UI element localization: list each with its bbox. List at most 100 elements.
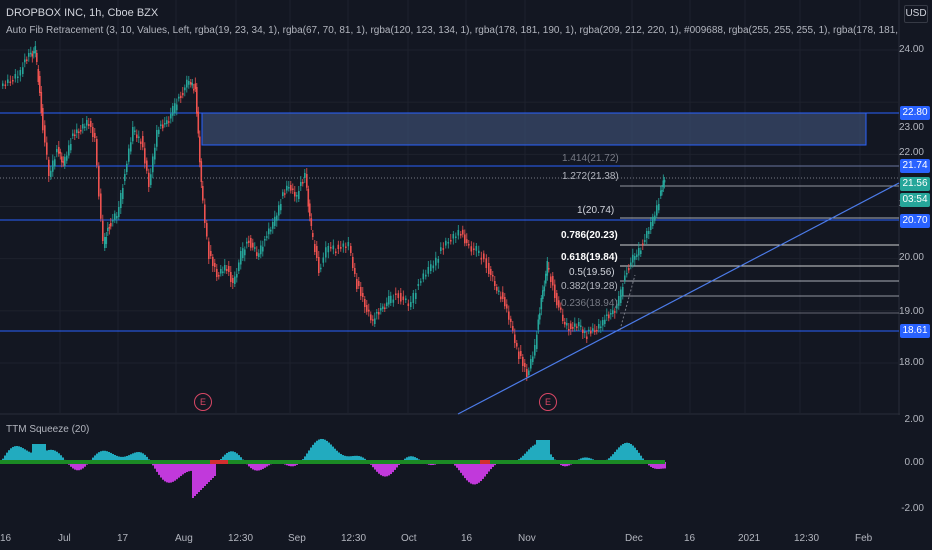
candle-body <box>320 267 322 270</box>
squeeze-histogram-bar <box>462 462 464 476</box>
fib-label: 1.272(21.38) <box>562 171 619 182</box>
candle-body <box>378 312 380 315</box>
squeeze-histogram-bar <box>326 440 328 462</box>
squeeze-histogram-bar <box>194 462 196 496</box>
squeeze-histogram-bar <box>612 454 614 462</box>
squeeze-histogram-bar <box>622 444 624 462</box>
earnings-marker[interactable]: E <box>194 393 212 411</box>
candle-body <box>26 59 28 61</box>
candle-body <box>384 307 386 309</box>
candle-body <box>114 213 116 220</box>
candle-body <box>586 336 588 339</box>
squeeze-histogram-bar <box>614 451 616 462</box>
squeeze-histogram-bar <box>314 442 316 462</box>
candle-body <box>36 53 38 62</box>
time-axis-label: 16 <box>0 533 12 544</box>
candle-body <box>126 163 128 172</box>
squeeze-histogram-bar <box>96 453 98 462</box>
time-axis-label: 12:30 <box>228 533 254 544</box>
candle-body <box>302 182 304 184</box>
squeeze-histogram-bar <box>636 450 638 462</box>
candle-body <box>442 248 445 250</box>
squeeze-histogram-bar <box>458 462 460 471</box>
candle-body <box>210 251 212 256</box>
candle-body <box>380 308 382 311</box>
candle-body <box>560 307 562 310</box>
candle-body <box>542 290 544 299</box>
ttm-squeeze-pane[interactable] <box>0 417 932 529</box>
candle-body <box>208 241 210 259</box>
candle-body <box>132 127 134 142</box>
candle-body <box>455 236 457 238</box>
squeeze-off-segment <box>210 460 228 464</box>
currency-button[interactable]: USD <box>904 5 928 23</box>
price-chart[interactable] <box>0 0 932 415</box>
candle-body <box>204 204 206 223</box>
candle-body <box>282 192 284 196</box>
fib-label: 0.382(19.28) <box>561 281 618 292</box>
symbol-title[interactable]: DROPBOX INC, 1h, Cboe BZX <box>6 7 159 19</box>
candle-body <box>322 257 325 263</box>
price-tag-21-74: 21.74 <box>900 159 930 173</box>
price-axis-label: 22.00 <box>898 147 924 158</box>
candle-body <box>620 289 622 303</box>
candle-body <box>540 298 543 310</box>
squeeze-histogram-bar <box>548 440 550 462</box>
candle-body <box>572 327 574 329</box>
candle-body <box>652 216 654 226</box>
candle-body <box>488 263 490 274</box>
squeeze-histogram-bar <box>116 455 118 462</box>
candle-body <box>88 124 90 126</box>
candle-body <box>578 322 580 327</box>
candle-body <box>654 215 656 221</box>
candle-body <box>447 242 450 244</box>
candle-body <box>445 240 447 246</box>
candle-body <box>154 147 156 160</box>
candle-body <box>584 331 586 333</box>
squeeze-histogram-bar <box>98 452 100 462</box>
price-tag-18-61: 18.61 <box>900 324 930 338</box>
candle-body <box>309 203 311 217</box>
squeeze-histogram-bar <box>390 462 392 475</box>
squeeze-histogram-bar <box>336 450 338 462</box>
candle-body <box>532 356 534 362</box>
candle-body <box>432 265 435 269</box>
candle-body <box>110 223 112 227</box>
indicator-legend[interactable]: Auto Fib Retracement (3, 10, Values, Lef… <box>6 25 898 36</box>
candle-body <box>483 253 485 260</box>
earnings-marker[interactable]: E <box>539 393 557 411</box>
candle-body <box>37 69 40 82</box>
squeeze-histogram-bar <box>94 455 96 462</box>
squeeze-histogram-bar <box>388 462 390 476</box>
time-axis-label: Feb <box>855 533 873 544</box>
candle-body <box>240 251 242 265</box>
candle-body <box>604 319 606 324</box>
squeeze-histogram-bar <box>542 440 544 462</box>
candle-body <box>124 174 126 181</box>
squeeze-histogram-bar <box>100 451 102 462</box>
trend-line <box>457 182 900 415</box>
osc-axis-label: 2.00 <box>904 414 924 425</box>
candle-body <box>536 334 538 349</box>
candle-body <box>268 228 270 235</box>
squeeze-histogram-bar <box>380 462 382 476</box>
squeeze-histogram-bar <box>76 462 78 471</box>
candle-body <box>200 161 203 182</box>
candle-body <box>182 93 184 96</box>
squeeze-histogram-bar <box>8 450 10 462</box>
candle-body <box>62 161 65 163</box>
candle-body <box>4 84 7 86</box>
squeeze-histogram-bar <box>128 455 130 462</box>
squeeze-histogram-bar <box>544 440 546 462</box>
candle-body <box>618 296 620 306</box>
oscillator-title[interactable]: TTM Squeeze (20) <box>6 424 90 435</box>
candle-body <box>374 318 376 324</box>
candle-body <box>330 247 332 249</box>
fib-label: 0.236(18.94) <box>561 298 618 309</box>
squeeze-histogram-bar <box>352 456 354 462</box>
squeeze-histogram-bar <box>54 450 56 462</box>
candle-body <box>118 207 120 217</box>
candle-body <box>262 246 264 252</box>
squeeze-histogram-bar <box>488 462 490 472</box>
candle-body <box>228 266 230 272</box>
